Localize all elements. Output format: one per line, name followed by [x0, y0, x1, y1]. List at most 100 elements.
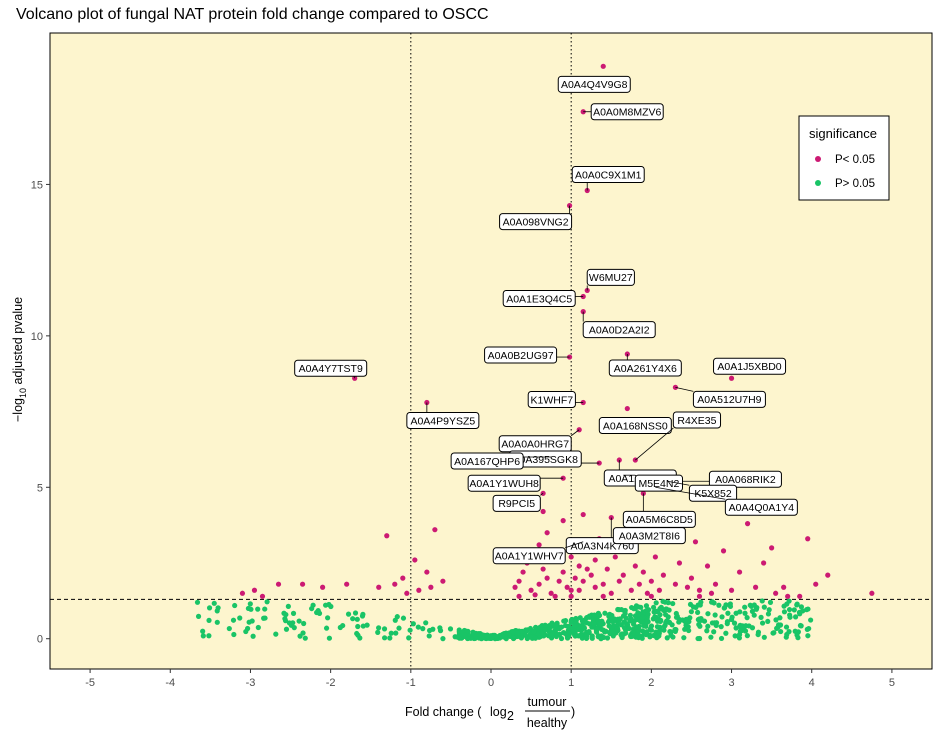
y-tick-label: 0: [37, 634, 43, 646]
nonsignificant-point: [572, 633, 578, 639]
significant-point: [744, 521, 751, 527]
nonsignificant-point: [690, 604, 696, 610]
nonsignificant-point: [300, 630, 306, 636]
nonsignificant-point: [795, 635, 801, 641]
nonsignificant-point: [489, 634, 495, 640]
point-label-box: [467, 474, 541, 492]
significant-point: [676, 560, 683, 566]
x-tick-label: -3: [246, 677, 256, 689]
significant-point: [869, 590, 875, 596]
nonsignificant-point: [566, 630, 572, 637]
significant-point: [544, 575, 550, 581]
nonsignificant-point: [644, 619, 650, 625]
nonsignificant-point: [743, 623, 749, 629]
nonsignificant-point: [663, 606, 669, 612]
nonsignificant-point: [778, 628, 784, 635]
significant-point: [825, 572, 831, 578]
nonsignificant-point: [774, 625, 780, 631]
x-tick-label: 2: [648, 677, 654, 689]
nonsignificant-point: [527, 634, 533, 640]
nonsignificant-point: [506, 630, 512, 636]
nonsignificant-point: [797, 622, 804, 629]
nonsignificant-point: [415, 624, 421, 630]
label-leader-line: [655, 486, 726, 500]
nonsignificant-point: [798, 604, 805, 610]
nonsignificant-point: [587, 621, 593, 627]
significant-point: [568, 587, 574, 593]
significant-point: [412, 557, 418, 563]
significant-point: [424, 569, 430, 575]
nonsignificant-point: [660, 598, 666, 605]
significant-point: [432, 527, 438, 533]
significant-point: [712, 581, 719, 587]
nonsignificant-point: [712, 612, 718, 618]
nonsignificant-point: [375, 629, 381, 635]
point-label: A0A1Y1WUH8: [469, 478, 539, 490]
nonsignificant-point: [793, 614, 799, 620]
nonsignificant-point: [591, 620, 597, 626]
nonsignificant-point: [606, 623, 612, 629]
nonsignificant-point: [749, 625, 756, 631]
legend-title: significance: [809, 126, 877, 141]
nonsignificant-point: [748, 603, 755, 609]
nonsignificant-point: [759, 620, 766, 626]
significant-point: [632, 563, 638, 569]
nonsignificant-point: [729, 614, 735, 620]
nonsignificant-point: [626, 625, 632, 632]
significant-point: [696, 593, 703, 599]
nonsignificant-point: [200, 628, 206, 634]
nonsignificant-point: [475, 631, 481, 637]
nonsignificant-point: [656, 630, 662, 636]
nonsignificant-point: [791, 607, 797, 613]
nonsignificant-point: [602, 610, 608, 616]
significant-point: [708, 590, 715, 596]
x-tick-label: 1: [568, 677, 574, 689]
significant-point: [736, 569, 743, 575]
significant-point: [692, 539, 699, 545]
point-label: A0A1Y1WHV7: [495, 551, 564, 563]
nonsignificant-point: [410, 621, 416, 627]
nonsignificant-point: [732, 633, 738, 639]
nonsignificant-point: [681, 635, 687, 641]
nonsignificant-point: [753, 606, 759, 612]
nonsignificant-point: [430, 626, 436, 632]
significant-point: [600, 581, 606, 587]
point-label: A0A068RIK2: [715, 474, 776, 486]
nonsignificant-point: [781, 603, 787, 609]
significant-point: [528, 587, 534, 593]
nonsignificant-point: [615, 606, 621, 613]
x-tick-label: -2: [326, 677, 336, 689]
significant-point: [592, 557, 598, 563]
significant-point: [753, 584, 759, 590]
nonsignificant-point: [549, 620, 555, 626]
nonsignificant-point: [744, 615, 750, 621]
point-label-box: [724, 498, 798, 516]
significant-point: [636, 581, 642, 587]
point-label-box: [713, 357, 787, 375]
labeled-significant-point: [624, 405, 630, 412]
significant-point: [728, 587, 735, 593]
significant-point: [797, 593, 803, 599]
nonsignificant-point: [586, 613, 592, 619]
nonsignificant-point: [407, 627, 413, 633]
nonsignificant-point: [230, 617, 237, 623]
nonsignificant-point: [664, 635, 670, 641]
nonsignificant-point: [558, 624, 565, 630]
nonsignificant-point: [518, 635, 524, 641]
nonsignificant-point: [455, 634, 461, 640]
significant-point: [620, 572, 626, 578]
reference-lines: [50, 33, 932, 669]
nonsignificant-point: [583, 635, 590, 642]
point-label-box: [450, 452, 524, 470]
nonsignificant-point: [340, 622, 346, 629]
significant-point: [440, 578, 446, 584]
nonsignificant-point: [549, 631, 555, 637]
significant-point: [564, 584, 570, 590]
nonsignificant-point: [761, 604, 767, 610]
nonsignificant-point: [605, 619, 612, 625]
point-label-box: [692, 390, 766, 408]
chart-title: Volcano plot of fungal NAT protein fold …: [16, 6, 489, 23]
nonsignificant-point: [636, 611, 642, 617]
significant-point: [773, 590, 779, 596]
legend-marker: [815, 156, 821, 162]
